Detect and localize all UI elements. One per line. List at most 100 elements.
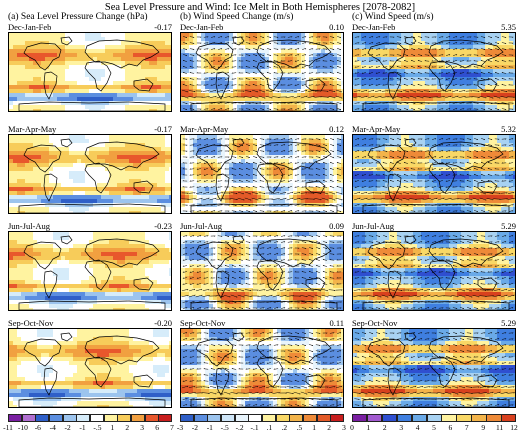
colorbar-tick-label: -1: [79, 423, 86, 432]
colorbar-swatch: [144, 414, 159, 422]
map-panel: [8, 134, 172, 214]
season-label: Dec-Jan-Feb: [352, 22, 396, 32]
coastline-outlines: [18, 235, 166, 310]
colorbar-tick-label: -11: [3, 423, 13, 432]
colorbar-tick-label: .5: [296, 423, 303, 432]
global-mean-value: 5.35: [501, 22, 516, 32]
colorbar-swatch: [352, 414, 368, 422]
season-label: Mar-Apr-May: [180, 124, 229, 134]
colorbar-swatch: [471, 414, 487, 422]
colorbar-swatch: [366, 414, 383, 422]
wind-vectors: [353, 36, 515, 110]
colorbar-swatch: [158, 414, 173, 422]
field-shading: [9, 232, 171, 310]
colorbar-tick-label: .1: [266, 423, 273, 432]
season-label: Jun-Jul-Aug: [8, 221, 51, 231]
colorbar-swatch: [207, 414, 222, 422]
colorbar: [8, 414, 173, 422]
colorbar: [352, 414, 517, 422]
world-map: [9, 135, 171, 213]
colorbar-tick-label: 12: [510, 423, 518, 432]
colorbar-swatch: [501, 414, 517, 422]
colorbar-swatch: [221, 414, 236, 422]
wind-vectors: [181, 332, 343, 406]
colorbar-tick-label: 2: [327, 423, 331, 432]
colorbar-tick-label: 3: [342, 423, 346, 432]
world-map: [353, 33, 515, 111]
colorbar-tick-label: -.5: [220, 423, 229, 432]
figure-title: Sea Level Pressure and Wind: Ice Melt in…: [104, 2, 416, 13]
colorbar-swatch: [234, 414, 249, 422]
season-label: Sep-Oct-Nov: [8, 318, 54, 328]
season-label: Dec-Jan-Feb: [8, 22, 52, 32]
colorbar-tick-label: 1: [312, 423, 317, 432]
world-map: [181, 329, 343, 407]
world-map: [181, 135, 343, 213]
wind-vectors: [181, 138, 343, 212]
colorbar-swatch: [193, 414, 208, 422]
colorbar-tick-label: 2: [382, 423, 387, 432]
global-mean-value: 0.11: [329, 318, 344, 328]
season-label: Mar-Apr-May: [352, 124, 401, 134]
colorbar-swatch: [103, 414, 118, 422]
colorbar: [180, 414, 345, 422]
global-mean-value: -0.17: [154, 22, 172, 32]
colorbar-tick-label: 3: [140, 423, 145, 432]
colorbar-swatch: [411, 414, 428, 422]
colorbar-swatch: [49, 414, 64, 422]
colorbar-swatch: [441, 414, 457, 422]
colorbar-tick-label: -3: [176, 423, 184, 432]
coastline-outlines: [18, 36, 166, 111]
global-mean-value: -0.23: [154, 221, 172, 231]
colorbar-tick-label: 3: [399, 423, 404, 432]
world-map: [181, 232, 343, 310]
map-panel: [180, 134, 344, 214]
season-label: Jun-Jul-Aug: [352, 221, 395, 231]
world-map: [9, 232, 171, 310]
colorbar-tick-label: 9: [481, 423, 486, 432]
global-mean-value: 0.09: [329, 221, 344, 231]
colorbar-swatch: [396, 414, 413, 422]
global-mean-value: 5.29: [501, 318, 516, 328]
colorbar-swatch: [21, 414, 36, 422]
colorbar-tick-label: 5: [432, 423, 436, 432]
colorbar-tick-label: -2: [64, 423, 71, 432]
world-map: [353, 135, 515, 213]
column-title: (b) Wind Speed Change (m/s): [180, 12, 294, 22]
colorbar-tick-label: 6: [155, 423, 159, 432]
map-panel: [8, 32, 172, 112]
wind-vectors: [353, 138, 515, 212]
map-panel: [352, 328, 516, 408]
world-map: [353, 329, 515, 407]
colorbar-tick-label: -1: [206, 423, 213, 432]
global-mean-value: -0.20: [154, 318, 172, 328]
map-panel: [352, 32, 516, 112]
coastline-outlines: [18, 332, 166, 407]
map-panel: [352, 231, 516, 311]
colorbar-tick-label: 2: [125, 423, 130, 432]
colorbar-swatch: [62, 414, 77, 422]
season-label: Sep-Oct-Nov: [180, 318, 226, 328]
season-label: Jun-Jul-Aug: [180, 221, 223, 231]
colorbar-swatch: [8, 414, 23, 422]
colorbar-swatch: [90, 414, 105, 422]
colorbar-swatch: [262, 414, 277, 422]
colorbar-tick-label: 4: [415, 423, 420, 432]
colorbar-tick-label: 0: [350, 423, 354, 432]
colorbar-swatch: [180, 414, 195, 422]
world-map: [181, 33, 343, 111]
colorbar-swatch: [330, 414, 345, 422]
wind-vectors: [353, 235, 515, 309]
colorbar-tick-label: -.2: [235, 423, 244, 432]
global-mean-value: 0.10: [329, 22, 344, 32]
world-map: [9, 329, 171, 407]
colorbar-tick-label: -6: [34, 423, 41, 432]
colorbar-swatch: [426, 414, 442, 422]
map-panel: [8, 328, 172, 408]
field-shading: [353, 33, 515, 111]
colorbar-tick-label: -2: [191, 423, 199, 432]
colorbar-tick-label: 7: [464, 423, 469, 432]
colorbar-swatch: [117, 414, 132, 422]
field-shading: [9, 135, 171, 213]
season-label: Dec-Jan-Feb: [180, 22, 224, 32]
